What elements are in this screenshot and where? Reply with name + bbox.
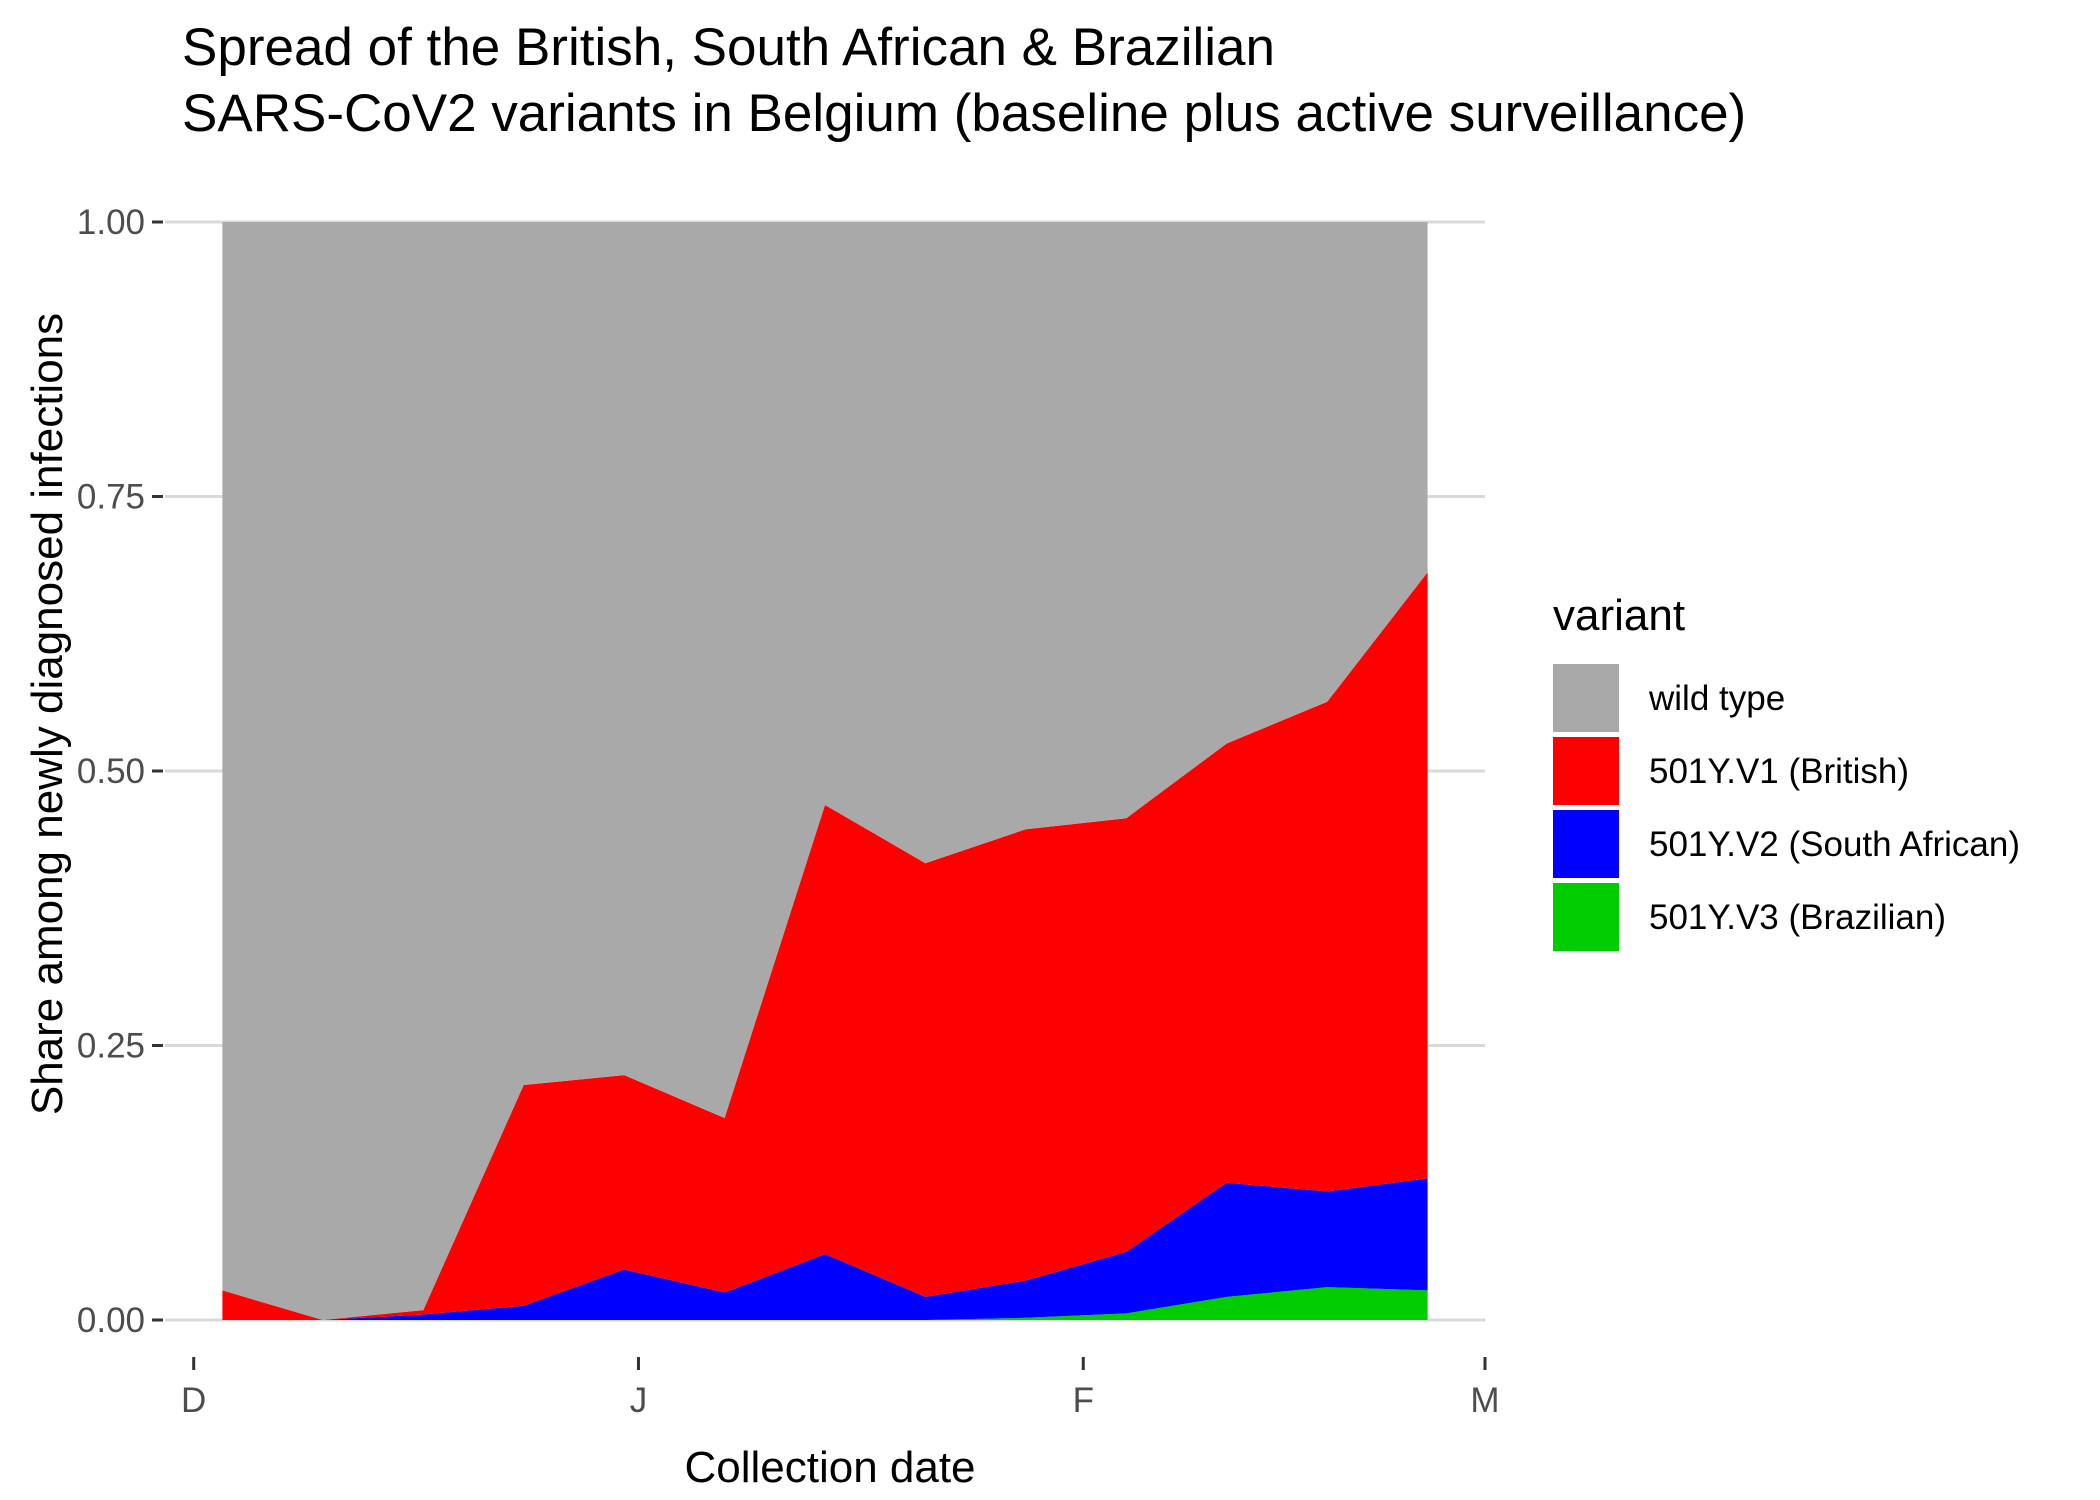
x-tick-label: D [181, 1381, 206, 1420]
legend-title: variant [1553, 591, 1685, 640]
y-tick-label: 0.25 [77, 1027, 145, 1066]
y-tick-label: 0.00 [77, 1301, 145, 1340]
stacked-areas [222, 222, 1428, 1320]
legend: variant wild type 501Y.V1 (British) 501Y.V… [1553, 591, 2020, 951]
x-tick-label: F [1073, 1381, 1094, 1420]
y-axis-title: Share among newly diagnosed infections [23, 313, 72, 1115]
y-tick-label: 1.00 [77, 203, 145, 242]
chart-title-line-2: SARS-CoV2 variants in Belgium (baseline … [182, 84, 1746, 143]
x-tick-label: M [1470, 1381, 1499, 1420]
chart-title-line-1: Spread of the British, South African & B… [182, 18, 1275, 77]
legend-key-501y-v1-british [1553, 737, 1619, 805]
y-tick-label: 0.75 [77, 478, 145, 517]
legend-label-501y-v3-brazilian: 501Y.V3 (Brazilian) [1649, 898, 1946, 937]
area-501y-v3-brazilian [222, 1287, 1428, 1320]
area-wild-type [222, 222, 1428, 1320]
legend-key-wild-type [1553, 664, 1619, 732]
x-axis-title: Collection date [684, 1443, 975, 1492]
area-501y-v1-british [222, 572, 1428, 1320]
legend-key-501y-v3-brazilian [1553, 883, 1619, 951]
area-501y-v2-south-african [222, 1178, 1428, 1320]
x-tick-label: J [630, 1381, 648, 1420]
legend-label-501y-v1-british: 501Y.V1 (British) [1649, 752, 1909, 791]
legend-label-wild-type: wild type [1648, 679, 1785, 718]
legend-key-501y-v2-south-african [1553, 810, 1619, 878]
y-tick-label: 0.50 [77, 752, 145, 791]
y-axis: 0.00 0.25 0.50 0.75 1.00 [77, 203, 163, 1340]
legend-label-501y-v2-south-african: 501Y.V2 (South African) [1649, 825, 2020, 864]
